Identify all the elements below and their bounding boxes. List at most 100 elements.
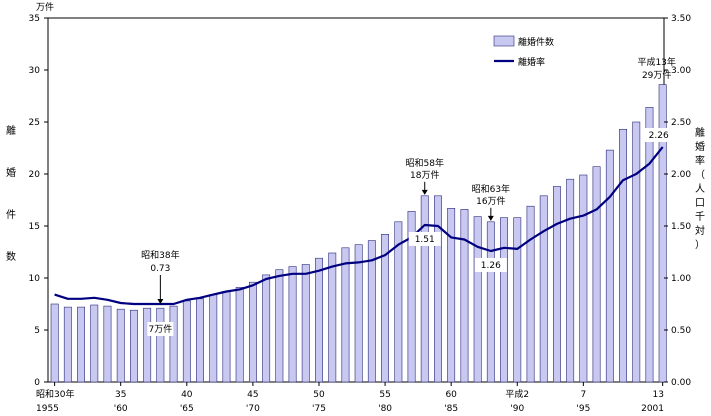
bar-1959: [103, 305, 112, 383]
bar-1995: [579, 174, 588, 383]
y-left-tick-label: 5: [34, 326, 40, 336]
annotation-bar-value-box: [147, 322, 174, 336]
x-tick-label-top: 平成2: [505, 388, 529, 400]
bar-1960: [116, 308, 125, 383]
bar-1955: [50, 303, 59, 383]
y-left-label-char: 件: [6, 209, 16, 221]
bar-1961: [130, 309, 138, 383]
annotation-arrow-head: [421, 189, 428, 195]
y-left-label-char: 婚: [6, 166, 16, 179]
bar-1988: [486, 221, 495, 383]
bar-1967: [209, 294, 218, 383]
y-left-unit: 万件: [36, 1, 54, 13]
x-tick-label-top: 35: [115, 390, 126, 400]
y-left-tick-label: 0: [34, 378, 40, 388]
y-right-label-char: 離: [695, 126, 705, 139]
bar-1981: [394, 221, 403, 383]
bar-1969: [235, 287, 244, 383]
annotation-label: 昭和38年: [141, 249, 179, 261]
annotation-label: 平成13年: [637, 56, 675, 68]
annotation-value: 0.73: [150, 264, 170, 274]
bar-1968: [222, 291, 231, 383]
x-tick-label-top: 55: [379, 390, 390, 400]
y-right-label-char: 婚: [695, 140, 705, 153]
bar-1973: [288, 266, 297, 383]
bar-1974: [301, 264, 310, 383]
y-left-label-char: 数: [6, 250, 16, 263]
bar-1987: [473, 216, 482, 383]
y-left-tick-label: 25: [29, 118, 40, 128]
annotation-label: 昭和58年: [406, 157, 444, 169]
bar-1996: [592, 166, 601, 383]
bar-1994: [566, 178, 575, 383]
annotation-arrow-head: [487, 215, 494, 221]
y-left-tick-label: 15: [29, 222, 40, 232]
x-tick-label-bottom: 1955: [36, 404, 59, 414]
x-tick-label-bottom: '85: [444, 404, 458, 414]
bar-1999: [632, 121, 641, 383]
x-tick-label-bottom: '60: [114, 404, 128, 414]
bar-1962: [143, 307, 152, 383]
y-right-label-char: 千: [695, 211, 705, 223]
bar-1982: [407, 211, 416, 383]
x-tick-label-top: 13: [653, 390, 664, 400]
bar-1971: [262, 274, 271, 383]
x-tick-label-top: 45: [247, 390, 258, 400]
legend-bar-swatch: [493, 35, 515, 47]
bar-1966: [196, 298, 204, 383]
line-series: [54, 146, 664, 306]
bar-1991: [526, 205, 535, 383]
x-tick-label-bottom: '80: [378, 404, 392, 414]
rate-line: [54, 146, 664, 306]
bar-1992: [539, 195, 548, 383]
x-tick-label-top: 50: [313, 390, 325, 400]
y-right-label-char: 人: [695, 183, 705, 195]
annotation-rate-value: 1.26: [481, 261, 501, 271]
y-right-tick-label: 2.00: [671, 170, 691, 180]
legend-line-label: 離婚率: [518, 56, 545, 68]
bar-1957: [77, 306, 86, 383]
bar-1983: [420, 195, 429, 383]
bar-1972: [275, 269, 284, 383]
bar-1990: [513, 217, 522, 383]
annotation-rate-value-box: [642, 128, 675, 142]
y-right-tick-label: 3.00: [671, 66, 691, 76]
annotation-bar-value: 7万件: [148, 323, 172, 335]
y-left-tick-label: 10: [29, 274, 41, 284]
bar-1989: [500, 217, 508, 383]
bar-1998: [619, 129, 628, 383]
annotation-rate-value-box: [474, 257, 507, 272]
annotation-rate-value-box: [408, 231, 441, 246]
x-tick-label-bottom: '65: [180, 404, 194, 414]
bar-1964: [169, 305, 178, 383]
y-right-tick-label: 3.50: [671, 14, 691, 24]
y-right-tick-label: 2.50: [671, 118, 691, 128]
x-tick-label-top: 昭和30年: [36, 388, 74, 400]
legend-bar-label: 離婚件数: [518, 36, 554, 48]
annotation-value: 29万件: [642, 69, 671, 81]
y-right-label-char: 率: [695, 154, 705, 167]
y-left-tick-label: 20: [29, 170, 41, 180]
bar-2000: [645, 107, 654, 383]
bar-1976: [328, 252, 337, 383]
bar-1977: [341, 247, 350, 383]
y-right-tick-label: 1.00: [671, 274, 691, 284]
y-right-tick-label: 0.00: [671, 378, 691, 388]
bar-1984: [433, 195, 442, 383]
bar-1965: [182, 300, 191, 383]
annotation-arrow-head: [157, 299, 164, 304]
x-tick-label-bottom: '90: [510, 404, 524, 414]
bar-1978: [354, 244, 363, 383]
bar-1956: [63, 306, 72, 383]
y-left-tick-label: 35: [29, 14, 40, 24]
y-right-label-char: （: [695, 169, 705, 181]
annotation-value: 18万件: [410, 169, 439, 181]
bar-1993: [552, 186, 561, 383]
bar-1958: [90, 304, 99, 383]
y-right-label-char: 口: [695, 198, 705, 209]
bar-1963: [156, 307, 165, 383]
y-right-tick-label: 1.50: [671, 222, 691, 232]
